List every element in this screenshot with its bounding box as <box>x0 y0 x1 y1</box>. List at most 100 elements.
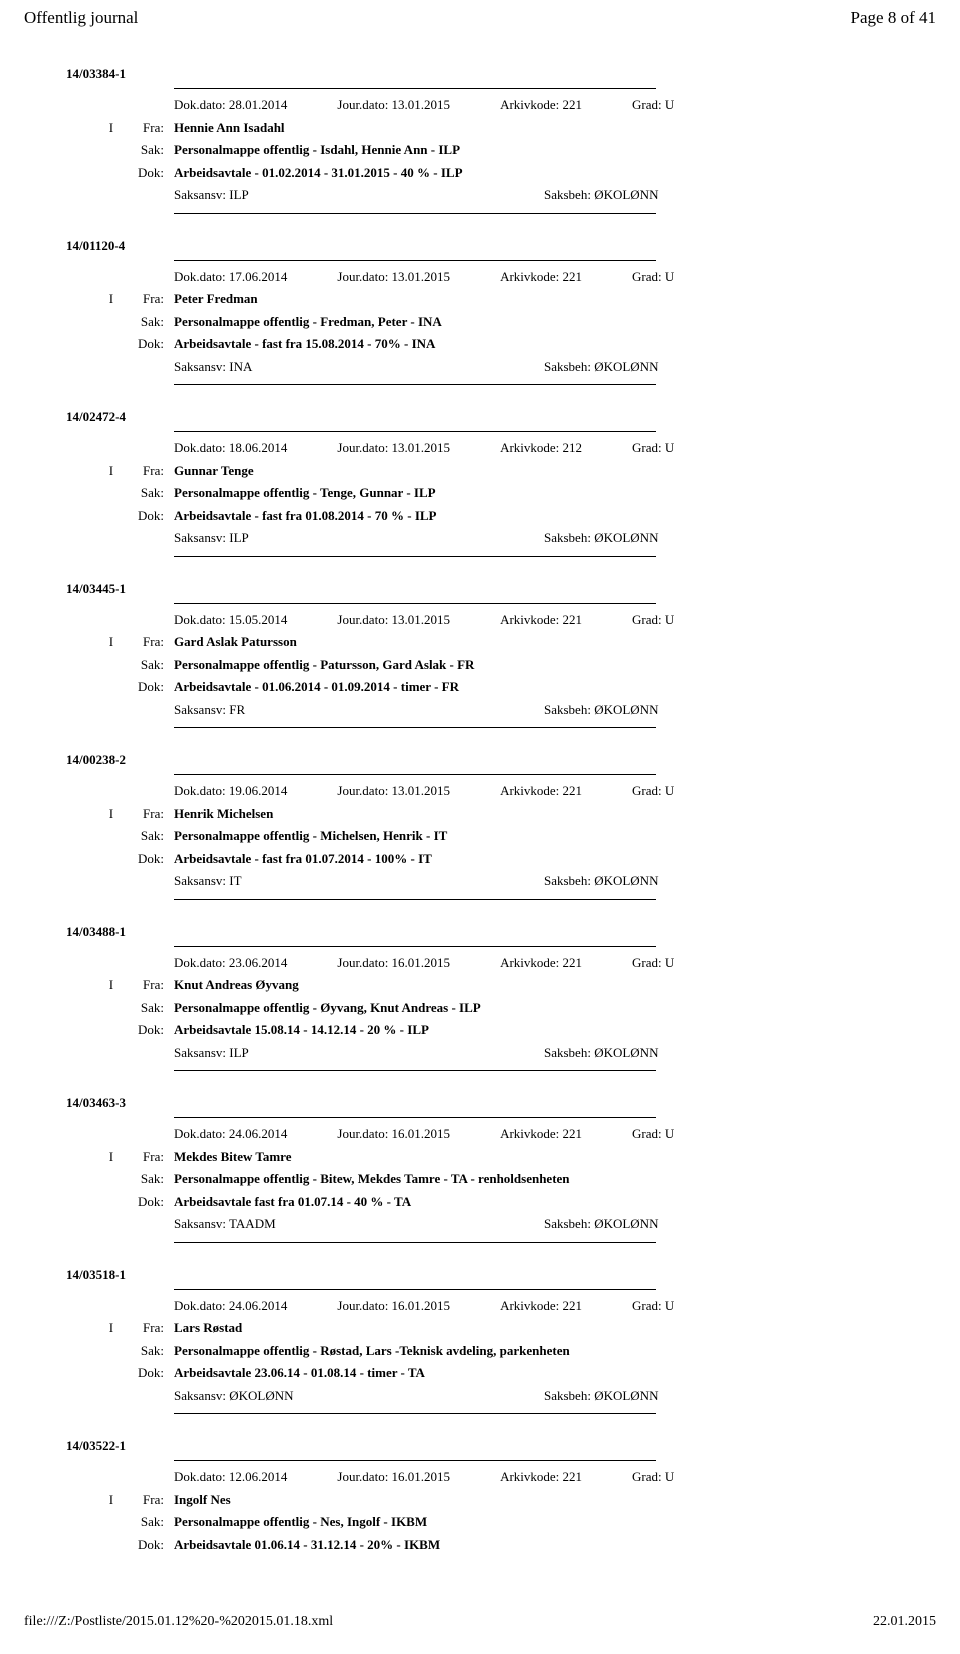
entry-divider-top <box>174 774 656 775</box>
dok-dato: Dok.dato: 19.06.2014 <box>174 781 287 801</box>
grad: Grad: U <box>632 1124 674 1144</box>
dok-value: Arbeidsavtale fast fra 01.07.14 - 40 % -… <box>174 1192 936 1212</box>
saksansv-row: Saksansv: TAADM Saksbeh: ØKOLØNN <box>24 1214 936 1234</box>
case-number: 14/03445-1 <box>24 581 936 597</box>
saksansv-row: Saksansv: ØKOLØNN Saksbeh: ØKOLØNN <box>24 1386 936 1406</box>
fra-label: Fra: <box>143 977 164 992</box>
saksansv-value: Saksansv: ILP <box>174 528 544 548</box>
entry-divider-top <box>174 88 656 89</box>
entry-divider-bottom <box>174 899 656 900</box>
entry-divider-bottom <box>174 1242 656 1243</box>
dok-row: Dok: Arbeidsavtale - 01.06.2014 - 01.09.… <box>24 677 936 697</box>
fra-value: Ingolf Nes <box>174 1490 936 1510</box>
case-number: 14/03518-1 <box>24 1267 936 1283</box>
jour-dato: Jour.dato: 16.01.2015 <box>337 1467 450 1487</box>
entry-prefix: I <box>109 1147 143 1167</box>
entry-divider-top <box>174 1460 656 1461</box>
entry-divider-top <box>174 603 656 604</box>
fra-row: IFra: Henrik Michelsen <box>24 804 936 824</box>
sak-label: Sak: <box>24 1341 174 1361</box>
saksbeh-value: Saksbeh: ØKOLØNN <box>544 1386 658 1406</box>
saksansv-value: Saksansv: ILP <box>174 185 544 205</box>
fra-value: Peter Fredman <box>174 289 936 309</box>
journal-entry: 14/02472-4 Dok.dato: 18.06.2014 Jour.dat… <box>24 409 936 557</box>
fra-row: IFra: Ingolf Nes <box>24 1490 936 1510</box>
page-footer: file:///Z:/Postliste/2015.01.12%20-%2020… <box>24 1614 936 1630</box>
dok-label: Dok: <box>24 1363 174 1383</box>
dok-label: Dok: <box>24 1020 174 1040</box>
saksbeh-value: Saksbeh: ØKOLØNN <box>544 1043 658 1063</box>
sak-value: Personalmappe offentlig - Røstad, Lars -… <box>174 1341 936 1361</box>
meta-row: Dok.dato: 23.06.2014 Jour.dato: 16.01.20… <box>24 953 936 973</box>
journal-title: Offentlig journal <box>24 8 138 28</box>
sak-value: Personalmappe offentlig - Fredman, Peter… <box>174 312 936 332</box>
journal-entry: 14/03488-1 Dok.dato: 23.06.2014 Jour.dat… <box>24 924 936 1072</box>
saksansv-row: Saksansv: ILP Saksbeh: ØKOLØNN <box>24 1043 936 1063</box>
fra-value: Knut Andreas Øyvang <box>174 975 936 995</box>
journal-entry: 14/00238-2 Dok.dato: 19.06.2014 Jour.dat… <box>24 752 936 900</box>
fra-row: IFra: Peter Fredman <box>24 289 936 309</box>
case-number: 14/02472-4 <box>24 409 936 425</box>
dok-value: Arbeidsavtale - fast fra 01.08.2014 - 70… <box>174 506 936 526</box>
file-path: file:///Z:/Postliste/2015.01.12%20-%2020… <box>24 1614 333 1630</box>
sak-row: Sak: Personalmappe offentlig - Bitew, Me… <box>24 1169 936 1189</box>
fra-row: IFra: Lars Røstad <box>24 1318 936 1338</box>
dok-row: Dok: Arbeidsavtale fast fra 01.07.14 - 4… <box>24 1192 936 1212</box>
entry-divider-bottom <box>174 727 656 728</box>
dok-label: Dok: <box>24 334 174 354</box>
saksbeh-value: Saksbeh: ØKOLØNN <box>544 185 658 205</box>
meta-row: Dok.dato: 18.06.2014 Jour.dato: 13.01.20… <box>24 438 936 458</box>
saksansv-row: Saksansv: FR Saksbeh: ØKOLØNN <box>24 700 936 720</box>
dok-dato: Dok.dato: 15.05.2014 <box>174 610 287 630</box>
entry-prefix: I <box>109 461 143 481</box>
fra-label: Fra: <box>143 463 164 478</box>
journal-entry: 14/03463-3 Dok.dato: 24.06.2014 Jour.dat… <box>24 1095 936 1243</box>
fra-value: Mekdes Bitew Tamre <box>174 1147 936 1167</box>
saksbeh-value: Saksbeh: ØKOLØNN <box>544 528 658 548</box>
entry-divider-bottom <box>174 556 656 557</box>
dok-label: Dok: <box>24 677 174 697</box>
meta-row: Dok.dato: 19.06.2014 Jour.dato: 13.01.20… <box>24 781 936 801</box>
saksansv-value: Saksansv: ILP <box>174 1043 544 1063</box>
fra-value: Gard Aslak Patursson <box>174 632 936 652</box>
fra-row: IFra: Hennie Ann Isadahl <box>24 118 936 138</box>
case-number: 14/03488-1 <box>24 924 936 940</box>
grad: Grad: U <box>632 1296 674 1316</box>
page-header: Offentlig journal Page 8 of 41 <box>24 8 936 28</box>
journal-entry: 14/03445-1 Dok.dato: 15.05.2014 Jour.dat… <box>24 581 936 729</box>
fra-value: Henrik Michelsen <box>174 804 936 824</box>
dok-label: Dok: <box>24 849 174 869</box>
sak-label: Sak: <box>24 1169 174 1189</box>
arkivkode: Arkivkode: 212 <box>500 438 582 458</box>
entry-prefix: I <box>109 804 143 824</box>
entry-prefix: I <box>109 975 143 995</box>
saksbeh-value: Saksbeh: ØKOLØNN <box>544 1214 658 1234</box>
arkivkode: Arkivkode: 221 <box>500 1124 582 1144</box>
grad: Grad: U <box>632 95 674 115</box>
saksansv-row: Saksansv: ILP Saksbeh: ØKOLØNN <box>24 185 936 205</box>
entry-prefix: I <box>109 289 143 309</box>
dok-label: Dok: <box>24 1535 174 1555</box>
dok-value: Arbeidsavtale 15.08.14 - 14.12.14 - 20 %… <box>174 1020 936 1040</box>
dok-label: Dok: <box>24 506 174 526</box>
grad: Grad: U <box>632 1467 674 1487</box>
dok-value: Arbeidsavtale - fast fra 15.08.2014 - 70… <box>174 334 936 354</box>
entry-divider-top <box>174 1289 656 1290</box>
dok-dato: Dok.dato: 24.06.2014 <box>174 1296 287 1316</box>
dok-row: Dok: Arbeidsavtale - fast fra 01.08.2014… <box>24 506 936 526</box>
jour-dato: Jour.dato: 13.01.2015 <box>337 267 450 287</box>
dok-dato: Dok.dato: 18.06.2014 <box>174 438 287 458</box>
fra-label: Fra: <box>143 806 164 821</box>
arkivkode: Arkivkode: 221 <box>500 1296 582 1316</box>
journal-entry: 14/03518-1 Dok.dato: 24.06.2014 Jour.dat… <box>24 1267 936 1415</box>
saksansv-value: Saksansv: ØKOLØNN <box>174 1386 544 1406</box>
grad: Grad: U <box>632 438 674 458</box>
saksbeh-value: Saksbeh: ØKOLØNN <box>544 700 658 720</box>
fra-value: Hennie Ann Isadahl <box>174 118 936 138</box>
fra-row: IFra: Gard Aslak Patursson <box>24 632 936 652</box>
fra-label: Fra: <box>143 1492 164 1507</box>
meta-row: Dok.dato: 17.06.2014 Jour.dato: 13.01.20… <box>24 267 936 287</box>
sak-row: Sak: Personalmappe offentlig - Patursson… <box>24 655 936 675</box>
case-number: 14/00238-2 <box>24 752 936 768</box>
sak-row: Sak: Personalmappe offentlig - Øyvang, K… <box>24 998 936 1018</box>
